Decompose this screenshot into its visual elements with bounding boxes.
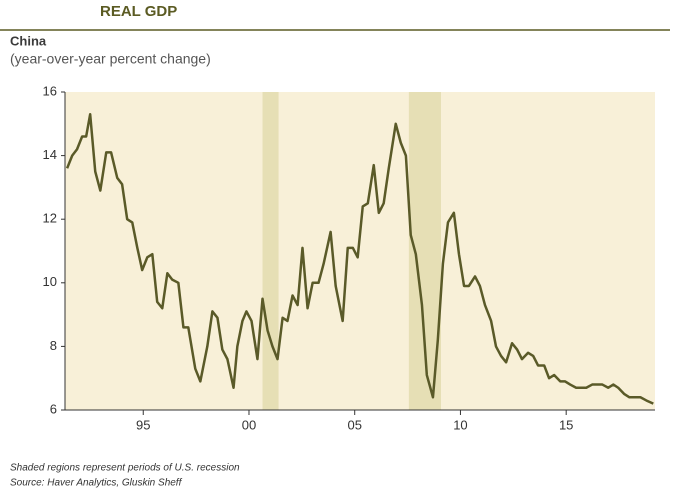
y-tick-label: 16	[43, 83, 57, 98]
x-tick-label: 10	[453, 417, 467, 432]
header: REAL GDP	[100, 3, 177, 20]
note: Shaded regions represent periods of U.S.…	[10, 463, 240, 474]
x-tick-label: 05	[347, 417, 361, 432]
y-tick-label: 12	[43, 211, 57, 226]
plot-area	[65, 92, 655, 410]
y-tick-label: 8	[50, 338, 57, 353]
x-tick-label: 95	[136, 417, 150, 432]
y-tick-label: 6	[50, 401, 57, 416]
x-tick-label: 00	[242, 417, 256, 432]
chart-subtitle: (year-over-year percent change)	[10, 51, 211, 67]
recession-band	[262, 92, 279, 410]
x-tick-label: 15	[559, 417, 573, 432]
y-tick-label: 10	[43, 274, 57, 289]
y-tick-label: 14	[43, 147, 57, 162]
data-line	[65, 113, 654, 405]
chart-title: China	[10, 33, 47, 48]
source: Source: Haver Analytics, Gluskin Sheff	[10, 478, 183, 489]
